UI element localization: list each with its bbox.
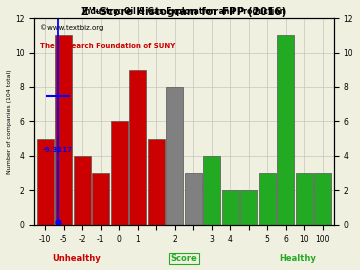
Bar [111,122,128,225]
Bar [277,35,294,225]
Text: Unhealthy: Unhealthy [52,254,101,263]
Bar [222,190,239,225]
Text: Industry: Oil & Gas Exploration and Production: Industry: Oil & Gas Exploration and Prod… [82,7,285,16]
Bar [166,87,183,225]
Bar [55,35,72,225]
Bar [92,173,109,225]
Bar [203,156,220,225]
Bar [129,70,146,225]
Text: Healthy: Healthy [279,254,316,263]
Y-axis label: Number of companies (104 total): Number of companies (104 total) [7,69,12,174]
Bar [185,173,202,225]
Bar [258,173,276,225]
Text: ©www.textbiz.org: ©www.textbiz.org [40,24,103,31]
Bar [74,156,91,225]
Text: Score: Score [171,254,197,263]
Text: The Research Foundation of SUNY: The Research Foundation of SUNY [40,43,175,49]
Bar [148,139,165,225]
Title: Z''-Score Histogram for FPP (2016): Z''-Score Histogram for FPP (2016) [81,7,287,17]
Text: -9.3117: -9.3117 [42,147,72,153]
Bar [37,139,54,225]
Bar [240,190,257,225]
Bar [296,173,312,225]
Bar [314,173,331,225]
